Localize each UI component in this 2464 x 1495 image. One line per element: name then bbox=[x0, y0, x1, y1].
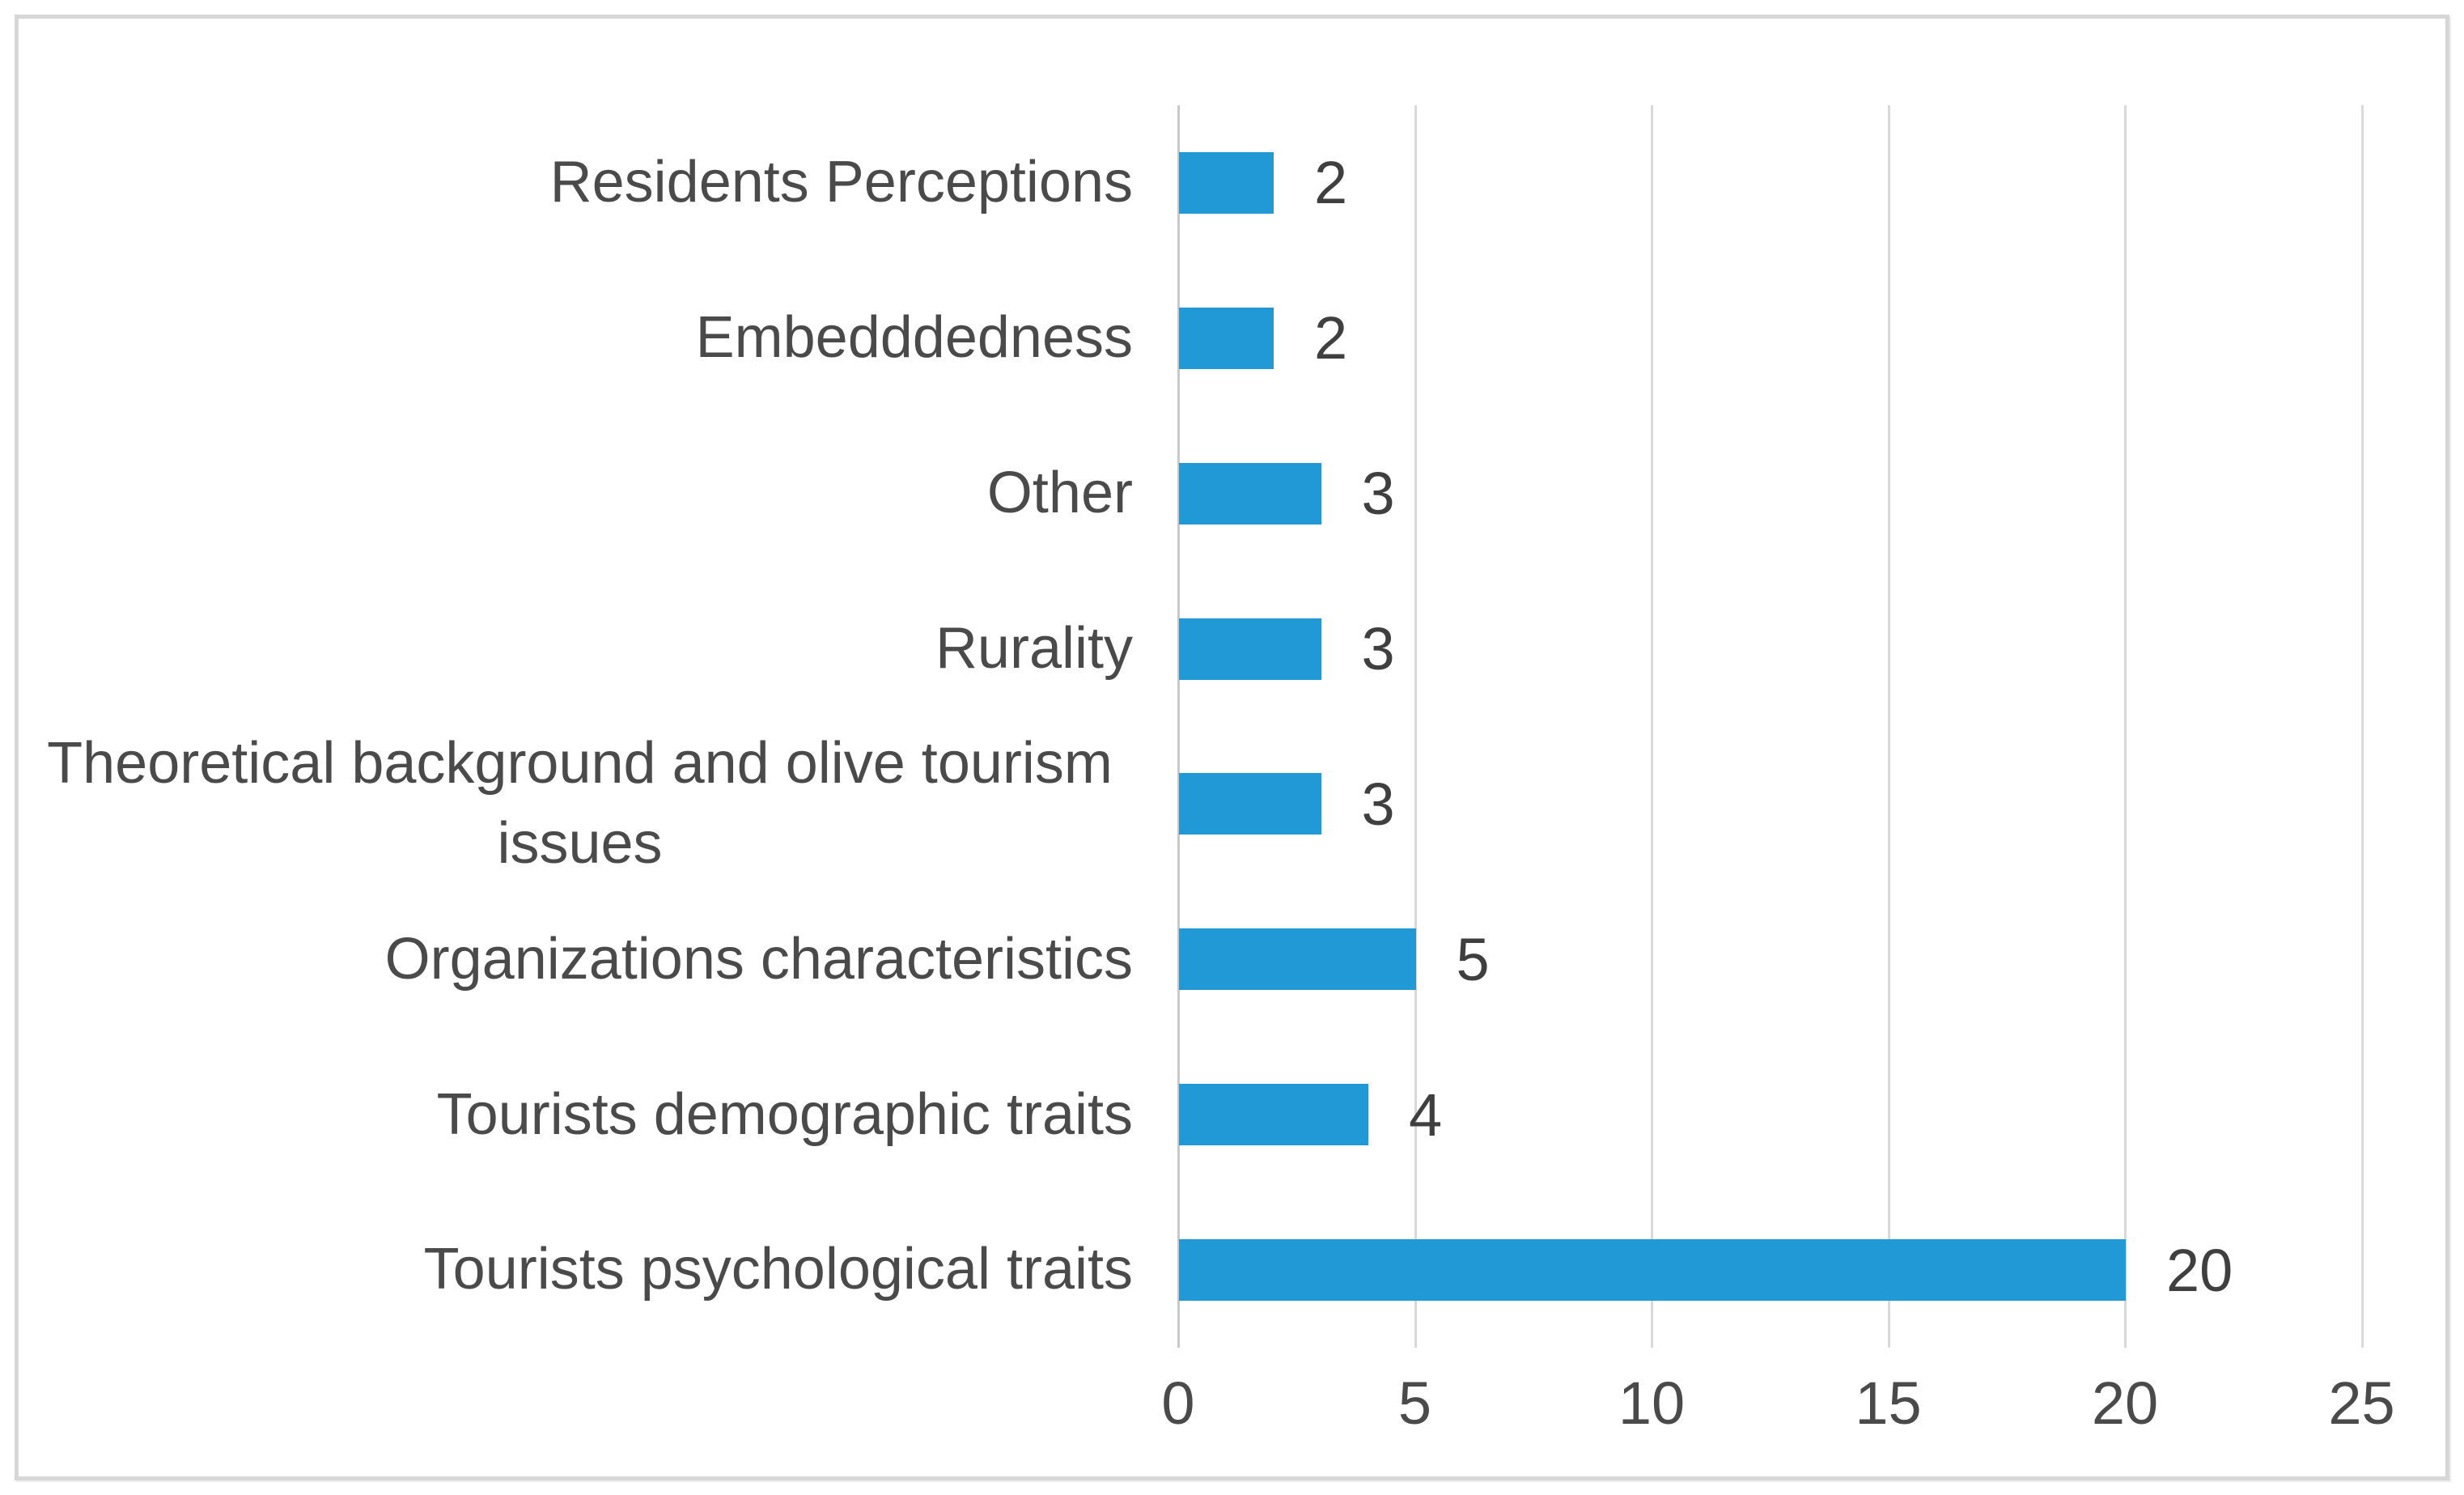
category-label-text: Residents Perceptions bbox=[549, 150, 1133, 215]
gridline-x-20 bbox=[2124, 105, 2127, 1348]
category-label: Organizations characteristics bbox=[27, 881, 1133, 1037]
bar-value-label: 5 bbox=[1456, 925, 1490, 993]
chart-figure: 0 5 10 15 20 25 Residents Perceptions 2 Embeddde… bbox=[15, 15, 2449, 1480]
x-tick-label-20: 20 bbox=[2091, 1370, 2159, 1437]
bar-value-label: 20 bbox=[2166, 1236, 2233, 1304]
bar-segment bbox=[1179, 307, 1274, 369]
bar-value-label: 3 bbox=[1361, 770, 1395, 838]
bar-value-label: 4 bbox=[1409, 1081, 1443, 1149]
category-label: Residents Perceptions bbox=[27, 105, 1133, 261]
category-label: Theoretical background and olive tourism… bbox=[27, 727, 1133, 882]
category-label: Rurality bbox=[27, 571, 1133, 727]
bar-segment bbox=[1179, 1239, 2126, 1302]
category-label-text: Embedddedness bbox=[695, 305, 1133, 371]
gridline-x-15 bbox=[1887, 105, 1890, 1348]
category-label: Tourists psychological traits bbox=[27, 1192, 1133, 1348]
bar-value-label: 2 bbox=[1314, 149, 1348, 217]
x-tick-label-10: 10 bbox=[1618, 1370, 1686, 1437]
bar-value-label: 3 bbox=[1361, 615, 1395, 683]
bar-value-label: 3 bbox=[1361, 460, 1395, 528]
category-label-text: Tourists psychological traits bbox=[423, 1237, 1133, 1302]
x-tick-label-15: 15 bbox=[1855, 1370, 1922, 1437]
bar-segment bbox=[1179, 151, 1274, 214]
y-axis-line bbox=[1177, 105, 1180, 1348]
x-tick-label-0: 0 bbox=[1161, 1370, 1195, 1437]
category-label-text: Tourists demographic traits bbox=[436, 1081, 1133, 1147]
bar-segment bbox=[1179, 773, 1321, 835]
gridline-x-5 bbox=[1414, 105, 1417, 1348]
category-label-text: Organizations characteristics bbox=[384, 926, 1133, 992]
bar-segment bbox=[1179, 618, 1321, 680]
category-label: Other bbox=[27, 416, 1133, 571]
bar-value-label: 2 bbox=[1314, 304, 1348, 372]
bar-segment bbox=[1179, 1084, 1368, 1146]
category-label: Tourists demographic traits bbox=[27, 1037, 1133, 1192]
category-label-text: Theoretical background and olive tourism… bbox=[47, 731, 1113, 877]
bar-segment bbox=[1179, 928, 1416, 991]
category-label-text: Rurality bbox=[935, 615, 1133, 681]
gridline-x-10 bbox=[1651, 105, 1653, 1348]
gridline-x-25 bbox=[2360, 105, 2364, 1348]
category-label: Embedddedness bbox=[27, 261, 1133, 416]
category-label-text: Other bbox=[986, 461, 1133, 525]
bar-segment bbox=[1179, 462, 1321, 525]
x-tick-label-25: 25 bbox=[2328, 1370, 2395, 1437]
x-tick-label-5: 5 bbox=[1397, 1370, 1432, 1437]
